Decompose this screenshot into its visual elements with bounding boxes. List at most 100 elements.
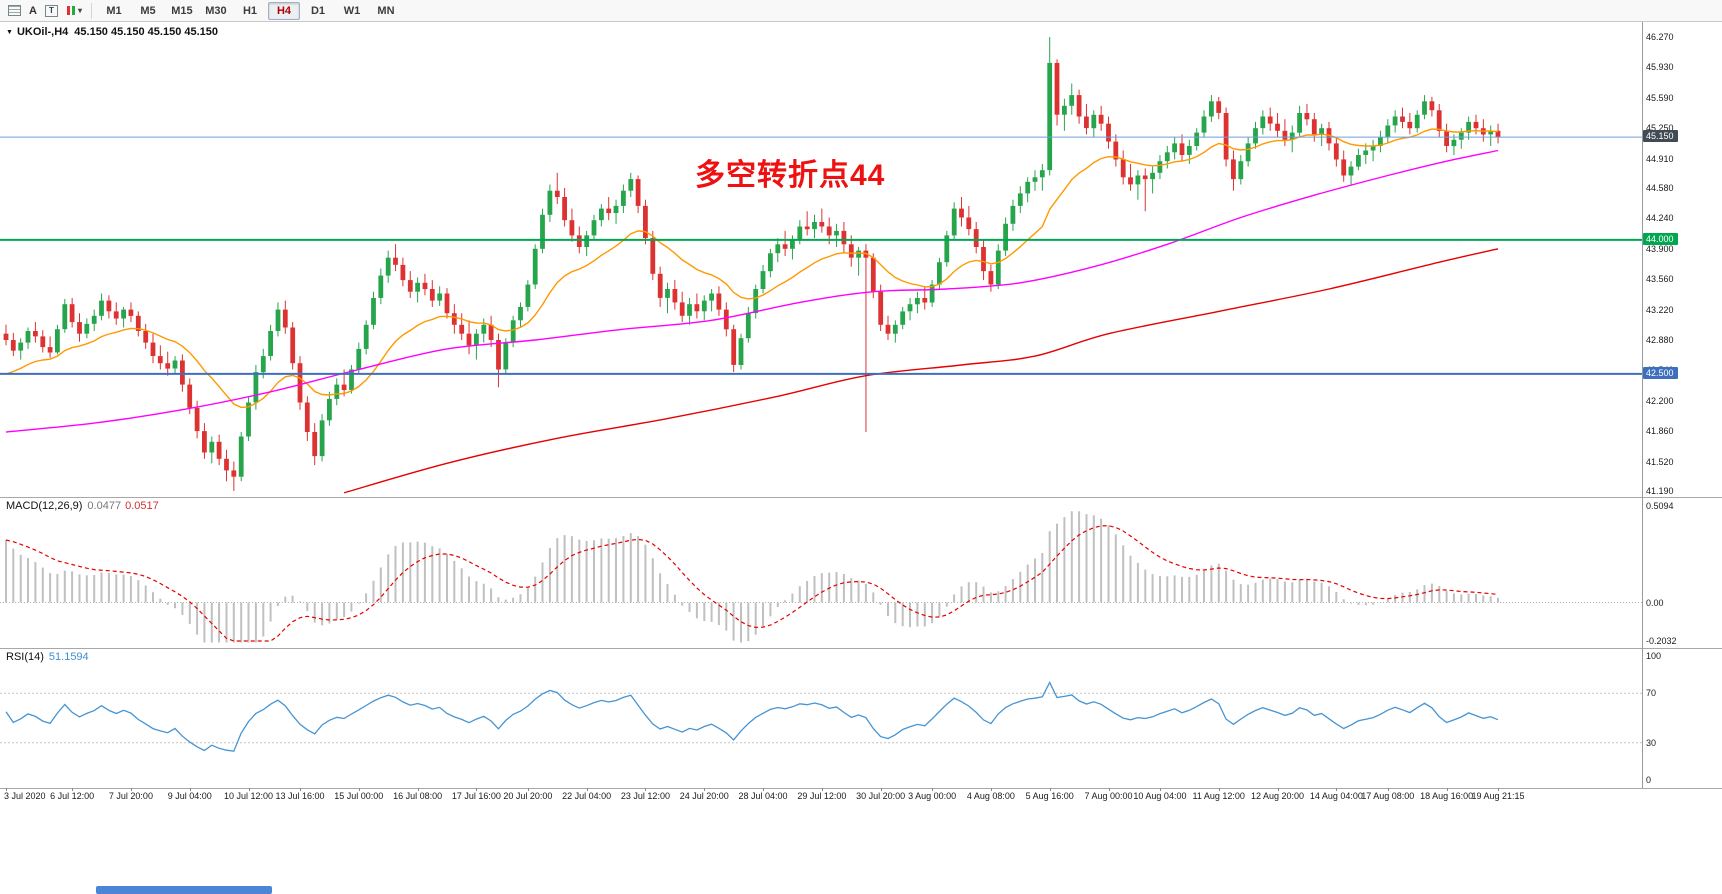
time-label: 16 Jul 08:00 <box>393 791 443 801</box>
time-tick <box>358 788 360 791</box>
panel-separator[interactable] <box>0 497 1722 498</box>
time-label: 6 Jul 12:00 <box>50 791 95 801</box>
toolbar-separator <box>90 2 92 19</box>
time-label: 3 Aug 00:00 <box>908 791 957 801</box>
time-label: 10 Jul 12:00 <box>224 791 274 801</box>
time-label: 29 Jul 12:00 <box>797 791 847 801</box>
price-tick-label: 45.590 <box>1646 93 1674 103</box>
price-tick-label: 41.860 <box>1646 426 1674 436</box>
price-tick-label: 44.580 <box>1646 183 1674 193</box>
macd-axis-label: 0.00 <box>1646 598 1664 608</box>
time-tick <box>821 788 823 791</box>
macd-panel[interactable] <box>0 497 1642 648</box>
rsi-axis-label: 100 <box>1646 651 1662 661</box>
price-badge-42.500: 42.500 <box>1643 367 1678 379</box>
time-tick <box>72 788 74 791</box>
price-tick-label: 45.250 <box>1646 123 1674 133</box>
time-label: 5 Aug 16:00 <box>1025 791 1074 801</box>
time-tick <box>527 788 529 791</box>
time-label: 12 Aug 20:00 <box>1251 791 1305 801</box>
font-tool-button[interactable]: A <box>29 4 37 17</box>
time-label: 23 Jul 12:00 <box>620 791 670 801</box>
time-tick <box>6 788 7 791</box>
time-tick <box>1108 788 1110 791</box>
rsi-axis-label: 0 <box>1646 775 1652 785</box>
timeframe-button-mn[interactable]: MN <box>377 4 395 17</box>
timeframe-button-h1[interactable]: H1 <box>242 4 257 17</box>
time-label: 4 Aug 08:00 <box>966 791 1015 801</box>
time-label: 7 Jul 20:00 <box>108 791 153 801</box>
macd-label: MACD(12,26,9) 0.0477 0.0517 <box>6 500 159 512</box>
time-label: 24 Jul 20:00 <box>679 791 729 801</box>
ma-line-mid-magenta <box>5 149 1499 433</box>
rsi-panel[interactable] <box>0 648 1642 788</box>
rsi-line <box>5 681 1499 752</box>
ma-line-fast-orange <box>5 128 1499 409</box>
time-label: 13 Jul 16:00 <box>275 791 325 801</box>
time-label: 3 Jul 2020 <box>4 791 46 801</box>
time-label: 28 Jul 04:00 <box>738 791 788 801</box>
timeframe-button-m15[interactable]: M15 <box>171 4 193 17</box>
chart-grid-icon <box>8 5 21 16</box>
price-tick-label: 43.220 <box>1646 305 1674 315</box>
time-tick <box>417 788 419 791</box>
ma-line-slow-red <box>343 248 1499 494</box>
collapse-indicator-icon[interactable]: ▼ <box>6 29 13 36</box>
timeframe-button-m5[interactable]: M5 <box>140 4 156 17</box>
time-label: 30 Jul 20:00 <box>856 791 906 801</box>
time-tick <box>880 788 882 791</box>
candle-down-icon <box>66 6 70 15</box>
time-label: 19 Aug 21:15 <box>1471 791 1525 801</box>
rsi-name: RSI(14) <box>6 651 44 663</box>
macd-name: MACD(12,26,9) <box>6 500 83 512</box>
time-tick <box>1277 788 1279 791</box>
panel-separator <box>0 788 1722 789</box>
dropdown-caret-icon: ▾ <box>77 6 82 15</box>
macd-value-main: 0.0477 <box>87 500 122 512</box>
timeframe-button-h4[interactable]: H4 <box>267 1 300 20</box>
price-tick-label: 43.560 <box>1646 274 1674 284</box>
chart-symbol-title: UKOil-,H4 <box>16 26 69 38</box>
price-tick-label: 43.900 <box>1646 244 1674 254</box>
time-tick <box>645 788 647 791</box>
time-tick <box>300 788 301 791</box>
time-tick <box>248 788 250 791</box>
taskbar-highlight <box>96 886 272 894</box>
time-label: 14 Aug 04:00 <box>1309 791 1363 801</box>
timeframe-button-m30[interactable]: M30 <box>205 4 227 17</box>
timeframe-button-m1[interactable]: M1 <box>106 4 122 17</box>
rsi-axis-label: 30 <box>1646 738 1657 748</box>
macd-histogram <box>5 511 1499 643</box>
time-tick <box>476 788 478 791</box>
chart-annotation-text[interactable]: 多空转折点44 <box>695 159 886 192</box>
macd-axis-label: 0.5094 <box>1646 501 1674 511</box>
macd-axis-label: -0.2032 <box>1646 636 1677 646</box>
time-tick <box>130 788 132 791</box>
chart-grid-button[interactable] <box>4 2 25 20</box>
price-tick-label: 46.270 <box>1646 32 1674 42</box>
candle-up-icon <box>71 6 75 15</box>
timeframe-button-w1[interactable]: W1 <box>343 4 361 17</box>
rsi-axis-label: 70 <box>1646 688 1657 698</box>
main-chart[interactable] <box>0 22 1642 497</box>
timeframe-button-d1[interactable]: D1 <box>310 4 325 17</box>
price-tick-label: 41.520 <box>1646 457 1674 467</box>
candles-layer <box>3 37 1501 491</box>
rsi-label: RSI(14) 51.1594 <box>6 651 89 663</box>
macd-signal-line <box>5 525 1499 642</box>
time-label: 7 Aug 00:00 <box>1084 791 1133 801</box>
time-label: 9 Jul 04:00 <box>167 791 212 801</box>
time-label: 11 Aug 12:00 <box>1192 791 1245 801</box>
price-tick-label: 44.240 <box>1646 213 1674 223</box>
chart-shift-button[interactable]: ▾ <box>62 2 86 20</box>
time-tick <box>1336 788 1338 791</box>
text-tool-button[interactable]: T <box>41 2 62 20</box>
panel-separator[interactable] <box>0 648 1722 649</box>
rsi-value: 51.1594 <box>48 651 89 663</box>
time-tick <box>990 788 992 791</box>
time-tick <box>1498 788 1500 791</box>
time-tick <box>1159 788 1161 791</box>
time-tick <box>189 788 191 791</box>
time-label: 22 Jul 04:00 <box>562 791 612 801</box>
